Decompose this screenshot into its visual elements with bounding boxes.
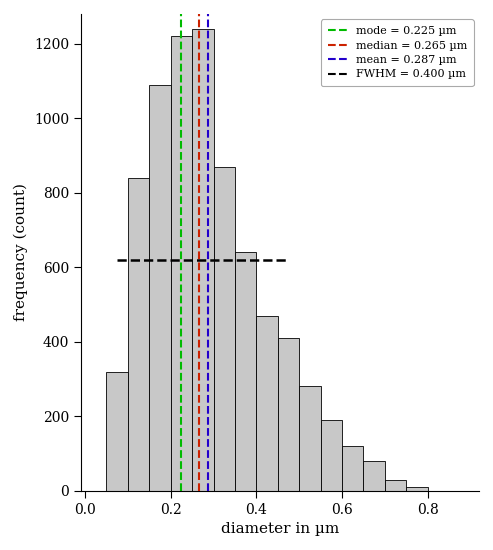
Bar — [299, 387, 320, 491]
Y-axis label: frequency (count): frequency (count) — [14, 183, 28, 321]
Bar — [385, 480, 406, 491]
Bar — [192, 29, 213, 491]
Bar — [213, 167, 235, 491]
Bar — [128, 178, 149, 491]
Bar — [149, 85, 171, 491]
Bar — [278, 338, 299, 491]
X-axis label: diameter in µm: diameter in µm — [221, 522, 339, 536]
Bar — [235, 252, 256, 491]
Bar — [406, 487, 428, 491]
Bar — [363, 461, 385, 491]
Legend: mode = 0.225 µm, median = 0.265 µm, mean = 0.287 µm, FWHM = 0.400 µm: mode = 0.225 µm, median = 0.265 µm, mean… — [321, 19, 474, 86]
Bar — [342, 446, 363, 491]
Bar — [106, 372, 128, 491]
Bar — [320, 420, 342, 491]
Bar — [171, 36, 192, 491]
Bar — [256, 316, 278, 491]
